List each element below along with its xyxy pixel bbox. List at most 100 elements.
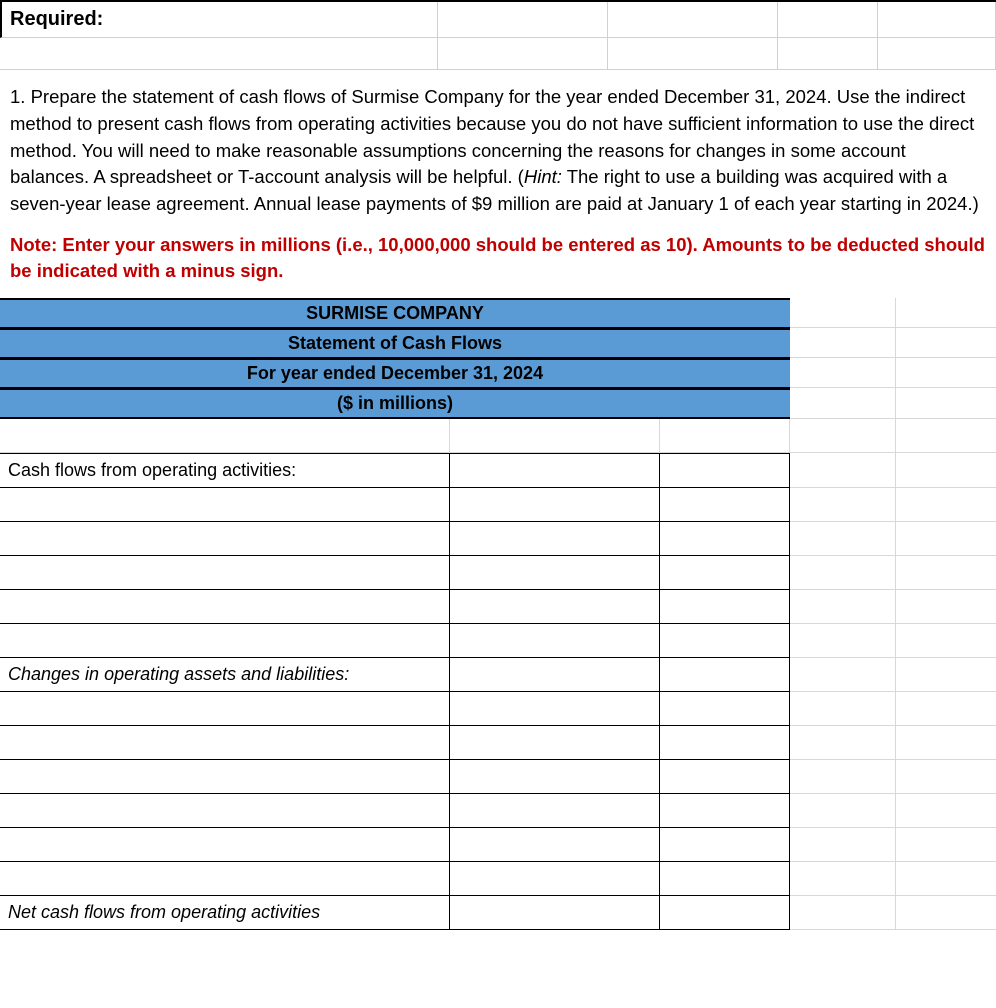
- empty-cell: [896, 794, 996, 828]
- header-row-period: For year ended December 31, 2024: [0, 358, 996, 388]
- empty-cell: [660, 419, 790, 453]
- header-row-title: Statement of Cash Flows: [0, 328, 996, 358]
- input-cell[interactable]: [660, 624, 790, 658]
- input-cell[interactable]: [660, 794, 790, 828]
- header-row-units: ($ in millions): [0, 388, 996, 419]
- input-cell[interactable]: [450, 590, 660, 624]
- empty-cell: [790, 419, 896, 453]
- empty-cell: [896, 624, 996, 658]
- net-operating-row: Net cash flows from operating activities: [0, 896, 996, 930]
- input-cell[interactable]: [660, 862, 790, 896]
- empty-cell: [896, 328, 996, 358]
- empty-cell: [896, 522, 996, 556]
- empty-cell: [790, 358, 896, 388]
- empty-cell: [790, 896, 896, 930]
- empty-cell: [896, 760, 996, 794]
- input-cell[interactable]: [0, 726, 450, 760]
- empty-cell: [778, 38, 878, 70]
- table-row: [0, 692, 996, 726]
- empty-cell: [896, 298, 996, 328]
- empty-cell: [608, 2, 778, 38]
- changes-label: Changes in operating assets and liabilit…: [0, 658, 450, 692]
- empty-cell: [438, 2, 608, 38]
- empty-cell: [790, 522, 896, 556]
- empty-cell: [438, 38, 608, 70]
- input-cell[interactable]: [660, 896, 790, 930]
- empty-cell: [896, 828, 996, 862]
- operating-activities-label: Cash flows from operating activities:: [0, 453, 450, 488]
- empty-cell: [778, 2, 878, 38]
- input-cell[interactable]: [0, 590, 450, 624]
- input-cell[interactable]: [0, 556, 450, 590]
- empty-cell: [790, 328, 896, 358]
- input-cell[interactable]: [0, 522, 450, 556]
- changes-header-row: Changes in operating assets and liabilit…: [0, 658, 996, 692]
- input-cell[interactable]: [450, 896, 660, 930]
- header-row-company: SURMISE COMPANY: [0, 298, 996, 328]
- table-row: [0, 794, 996, 828]
- empty-cell: [896, 590, 996, 624]
- input-cell[interactable]: [660, 692, 790, 726]
- input-cell[interactable]: [450, 760, 660, 794]
- input-cell[interactable]: [450, 556, 660, 590]
- empty-cell: [790, 658, 896, 692]
- table-row: [0, 624, 996, 658]
- empty-cell: [790, 692, 896, 726]
- input-cell[interactable]: [0, 828, 450, 862]
- table-row: [0, 556, 996, 590]
- empty-cell: [896, 726, 996, 760]
- statement-period: For year ended December 31, 2024: [0, 358, 790, 388]
- input-cell[interactable]: [450, 862, 660, 896]
- input-cell[interactable]: [660, 556, 790, 590]
- input-cell[interactable]: [450, 453, 660, 488]
- empty-cell: [878, 2, 996, 38]
- input-cell[interactable]: [660, 453, 790, 488]
- input-cell[interactable]: [0, 794, 450, 828]
- input-cell[interactable]: [450, 624, 660, 658]
- input-cell[interactable]: [450, 658, 660, 692]
- input-cell[interactable]: [660, 726, 790, 760]
- empty-cell: [608, 38, 778, 70]
- input-cell[interactable]: [660, 488, 790, 522]
- table-row: [0, 726, 996, 760]
- input-cell[interactable]: [660, 828, 790, 862]
- input-cell[interactable]: [0, 692, 450, 726]
- input-cell[interactable]: [450, 488, 660, 522]
- required-header-grid: Required:: [0, 0, 996, 70]
- empty-cell: [790, 556, 896, 590]
- empty-cell: [790, 453, 896, 488]
- empty-cell: [0, 38, 438, 70]
- empty-cell: [790, 828, 896, 862]
- table-row: [0, 862, 996, 896]
- instructions-text: 1. Prepare the statement of cash flows o…: [0, 70, 996, 228]
- input-cell[interactable]: [0, 862, 450, 896]
- empty-cell: [790, 760, 896, 794]
- input-cell[interactable]: [450, 794, 660, 828]
- empty-cell: [790, 590, 896, 624]
- input-cell[interactable]: [660, 658, 790, 692]
- table-row: [0, 590, 996, 624]
- required-label: Required:: [0, 2, 438, 38]
- table-row: [0, 760, 996, 794]
- input-cell[interactable]: [660, 760, 790, 794]
- empty-cell: [790, 726, 896, 760]
- input-cell[interactable]: [660, 522, 790, 556]
- input-cell[interactable]: [450, 726, 660, 760]
- input-cell[interactable]: [0, 488, 450, 522]
- empty-cell: [450, 419, 660, 453]
- table-row: [0, 828, 996, 862]
- empty-cell: [896, 419, 996, 453]
- statement-table: SURMISE COMPANY Statement of Cash Flows …: [0, 298, 996, 930]
- hint-label: Hint:: [524, 166, 562, 187]
- empty-cell: [896, 862, 996, 896]
- input-cell[interactable]: [0, 624, 450, 658]
- input-cell[interactable]: [450, 828, 660, 862]
- empty-cell: [790, 862, 896, 896]
- input-cell[interactable]: [450, 522, 660, 556]
- input-cell[interactable]: [450, 692, 660, 726]
- input-cell[interactable]: [660, 590, 790, 624]
- input-cell[interactable]: [0, 760, 450, 794]
- empty-cell: [896, 488, 996, 522]
- spacer-row: [0, 419, 996, 453]
- empty-cell: [0, 419, 450, 453]
